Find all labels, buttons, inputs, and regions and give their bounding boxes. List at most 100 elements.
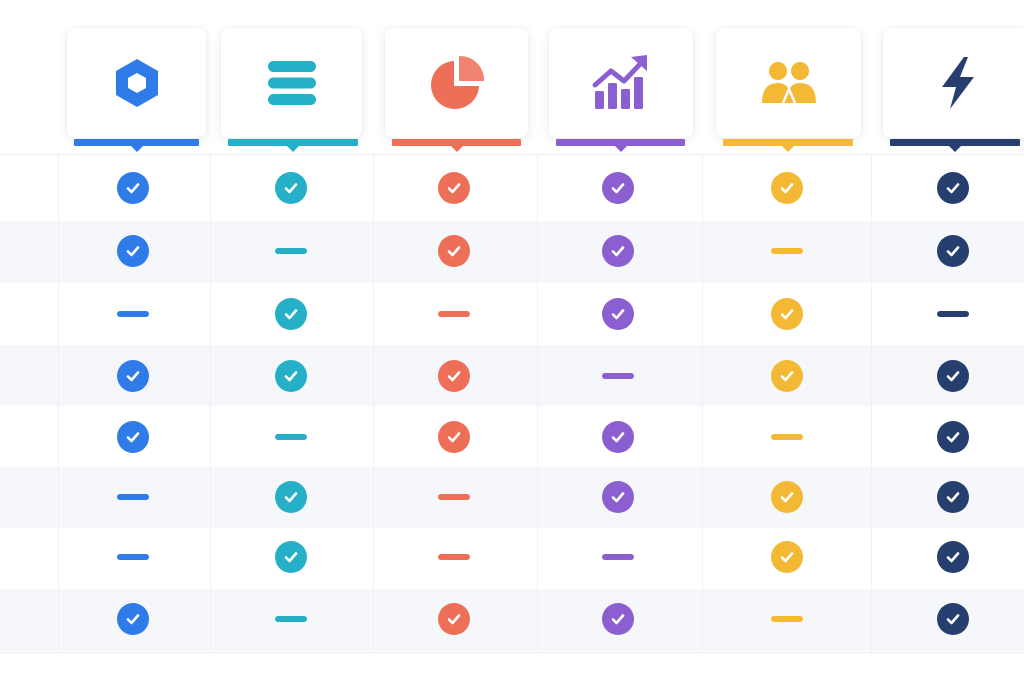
dash-icon xyxy=(602,373,634,379)
table-cell xyxy=(436,170,472,206)
check-icon xyxy=(602,421,634,453)
table-cell xyxy=(273,539,309,575)
check-icon xyxy=(438,360,470,392)
check-icon xyxy=(117,603,149,635)
row-band xyxy=(0,345,1024,406)
dash-icon xyxy=(937,311,969,317)
check-icon xyxy=(602,298,634,330)
table-cell xyxy=(935,358,971,394)
table-cell xyxy=(115,170,151,206)
product-lightning-accent-bar xyxy=(890,139,1020,152)
table-cell xyxy=(115,419,151,455)
table-border xyxy=(0,652,1024,653)
table-cell xyxy=(769,419,805,455)
check-icon xyxy=(438,235,470,267)
dash-icon xyxy=(275,248,307,254)
table-cell xyxy=(769,539,805,575)
table-cell xyxy=(436,358,472,394)
table-cell xyxy=(273,479,309,515)
check-icon xyxy=(937,541,969,573)
check-icon xyxy=(602,235,634,267)
check-icon xyxy=(117,360,149,392)
check-icon xyxy=(117,421,149,453)
check-icon xyxy=(771,172,803,204)
check-icon xyxy=(937,235,969,267)
table-cell xyxy=(436,419,472,455)
table-cell xyxy=(273,170,309,206)
stacked-bars-icon xyxy=(262,53,322,113)
check-icon xyxy=(771,298,803,330)
column-divider xyxy=(373,154,374,652)
check-icon xyxy=(438,172,470,204)
check-icon xyxy=(771,360,803,392)
row-band xyxy=(0,283,1024,345)
product-growth-accent-bar xyxy=(556,139,685,152)
table-cell xyxy=(769,296,805,332)
row-band xyxy=(0,467,1024,528)
dash-icon xyxy=(602,554,634,560)
table-cell xyxy=(436,539,472,575)
table-cell xyxy=(769,479,805,515)
lightning-icon xyxy=(928,53,988,113)
table-cell xyxy=(935,601,971,637)
product-hexagon-header-card[interactable] xyxy=(67,28,206,138)
table-cell xyxy=(436,479,472,515)
product-lightning-header-card[interactable] xyxy=(883,28,1024,138)
dash-icon xyxy=(771,434,803,440)
table-cell xyxy=(769,170,805,206)
pie-chart-icon xyxy=(427,53,487,113)
check-icon xyxy=(937,172,969,204)
table-border xyxy=(0,154,1024,155)
check-icon xyxy=(438,603,470,635)
check-icon xyxy=(771,481,803,513)
table-cell xyxy=(600,479,636,515)
product-team-accent-bar xyxy=(723,139,853,152)
check-icon xyxy=(771,541,803,573)
row-band xyxy=(0,221,1024,283)
hexagon-icon xyxy=(107,53,167,113)
product-growth-header-card[interactable] xyxy=(549,28,693,138)
row-band xyxy=(0,589,1024,651)
table-cell xyxy=(600,601,636,637)
table-cell xyxy=(115,358,151,394)
dash-icon xyxy=(117,554,149,560)
dash-icon xyxy=(117,311,149,317)
dash-icon xyxy=(771,616,803,622)
table-cell xyxy=(600,539,636,575)
product-pie-header-card[interactable] xyxy=(385,28,528,138)
column-divider xyxy=(58,154,59,652)
column-divider xyxy=(871,154,872,652)
check-icon xyxy=(602,481,634,513)
table-cell xyxy=(935,479,971,515)
table-cell xyxy=(436,296,472,332)
table-cell xyxy=(600,358,636,394)
table-cell xyxy=(935,296,971,332)
table-cell xyxy=(273,358,309,394)
product-hexagon-accent-bar xyxy=(74,139,199,152)
dash-icon xyxy=(117,494,149,500)
column-divider xyxy=(210,154,211,652)
table-cell xyxy=(935,170,971,206)
dash-icon xyxy=(275,616,307,622)
table-cell xyxy=(436,233,472,269)
product-stack-header-card[interactable] xyxy=(221,28,362,138)
check-icon xyxy=(937,603,969,635)
column-divider xyxy=(702,154,703,652)
row-band xyxy=(0,158,1024,221)
table-cell xyxy=(935,419,971,455)
table-cell xyxy=(273,601,309,637)
check-icon xyxy=(117,172,149,204)
product-stack-accent-bar xyxy=(228,139,358,152)
check-icon xyxy=(275,541,307,573)
check-icon xyxy=(602,603,634,635)
product-team-header-card[interactable] xyxy=(716,28,861,138)
table-cell xyxy=(600,419,636,455)
table-cell xyxy=(273,296,309,332)
table-cell xyxy=(769,233,805,269)
check-icon xyxy=(937,360,969,392)
table-cell xyxy=(600,296,636,332)
dash-icon xyxy=(438,554,470,560)
team-icon xyxy=(759,53,819,113)
table-cell xyxy=(935,539,971,575)
